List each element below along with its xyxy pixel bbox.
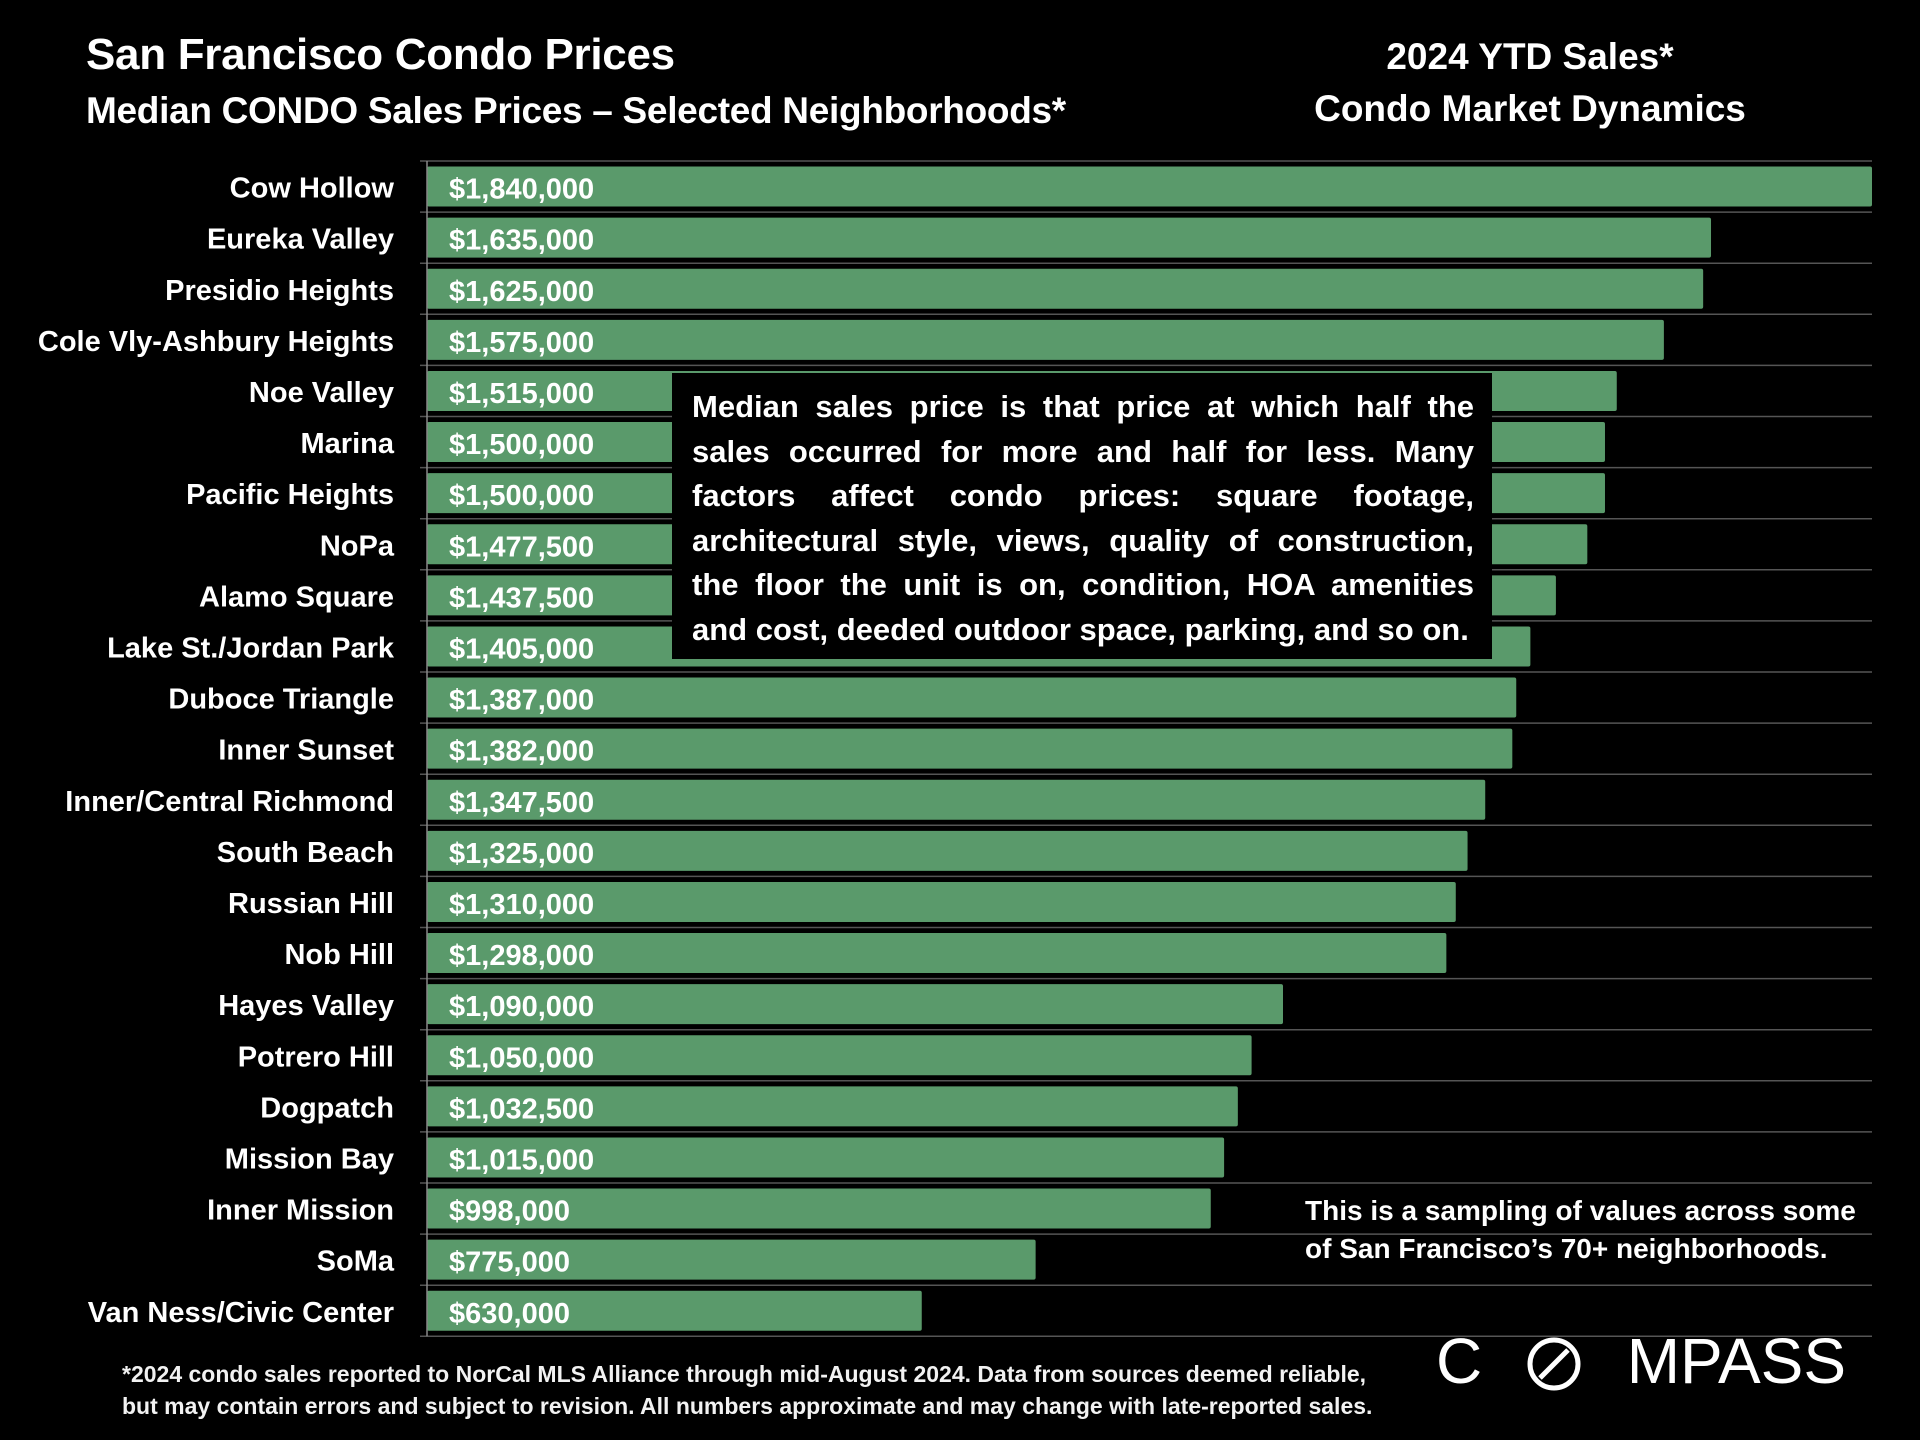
data-label: $1,437,500 [449, 582, 594, 614]
bar [427, 677, 1517, 718]
data-label: $1,090,000 [449, 991, 594, 1023]
footnote: *2024 condo sales reported to NorCal MLS… [122, 1358, 1412, 1422]
category-label: Potrero Hill [238, 1041, 394, 1073]
median-explanation-box: Median sales price is that price at whic… [672, 373, 1492, 659]
data-label: $1,575,000 [449, 327, 594, 359]
category-label: Pacific Heights [186, 479, 394, 511]
footnote-line-2: but may contain errors and subject to re… [122, 1393, 1373, 1419]
data-label: $1,635,000 [449, 225, 594, 257]
compass-logo: C MPASS [1436, 1325, 1846, 1397]
bar [427, 881, 1456, 922]
bar [427, 728, 1513, 769]
category-label: Cole Vly-Ashbury Heights [38, 326, 394, 358]
data-label: $1,515,000 [449, 378, 594, 410]
category-label: Eureka Valley [207, 224, 394, 256]
bar [427, 1137, 1225, 1178]
category-label: Marina [301, 428, 395, 460]
bar [427, 1290, 922, 1331]
data-label: $1,325,000 [449, 838, 594, 870]
data-label: $1,625,000 [449, 276, 594, 308]
data-label: $630,000 [449, 1298, 570, 1330]
data-label: $1,387,000 [449, 685, 594, 717]
category-label: Presidio Heights [165, 275, 394, 307]
chart-title: San Francisco Condo Prices [86, 30, 675, 79]
bar [427, 268, 1704, 309]
data-label: $1,382,000 [449, 736, 594, 768]
logo-letter-c: C [1436, 1325, 1483, 1397]
category-label: Nob Hill [284, 939, 394, 971]
bar [427, 933, 1447, 974]
compass-o-icon [1526, 1333, 1582, 1391]
category-label: Inner Mission [207, 1195, 394, 1227]
bar [427, 1035, 1252, 1076]
data-label: $1,840,000 [449, 174, 594, 206]
data-label: $1,477,500 [449, 531, 594, 563]
category-label: SoMa [317, 1246, 395, 1278]
sampling-note: This is a sampling of values across some… [1305, 1195, 1856, 1264]
category-label: Inner/Central Richmond [65, 786, 394, 818]
data-label: $1,015,000 [449, 1144, 594, 1176]
data-label: $1,500,000 [449, 429, 594, 461]
data-label: $1,050,000 [449, 1042, 594, 1074]
category-label: Alamo Square [199, 581, 394, 613]
bar [427, 319, 1664, 360]
bar [427, 217, 1712, 258]
category-label: Duboce Triangle [168, 684, 394, 716]
ytd-heading: 2024 YTD Sales* [1386, 36, 1674, 77]
category-label: Inner Sunset [218, 735, 394, 767]
bar [427, 1239, 1036, 1280]
market-dynamics-heading: Condo Market Dynamics [1314, 88, 1746, 129]
bar [427, 984, 1284, 1025]
bar [427, 166, 1872, 207]
chart-subtitle: Median CONDO Sales Prices – Selected Nei… [86, 90, 1066, 131]
footnote-line-1: *2024 condo sales reported to NorCal MLS… [122, 1361, 1367, 1387]
data-label: $1,032,500 [449, 1093, 594, 1125]
logo-letters-mpass: MPASS [1626, 1325, 1846, 1397]
data-label: $998,000 [449, 1196, 570, 1228]
category-label: Hayes Valley [218, 990, 394, 1022]
data-label: $1,347,500 [449, 787, 594, 819]
category-label: Lake St./Jordan Park [107, 632, 395, 664]
category-label: Dogpatch [260, 1092, 394, 1124]
bar [427, 1188, 1211, 1229]
category-label: Mission Bay [225, 1143, 394, 1175]
bar [427, 779, 1486, 820]
category-label: Cow Hollow [230, 173, 395, 205]
category-label: Russian Hill [228, 888, 394, 920]
category-label: Van Ness/Civic Center [88, 1297, 394, 1329]
category-label: NoPa [320, 530, 395, 562]
category-label: South Beach [217, 837, 394, 869]
data-label: $1,298,000 [449, 940, 594, 972]
data-label: $1,500,000 [449, 480, 594, 512]
data-label: $1,310,000 [449, 889, 594, 921]
bar [427, 830, 1468, 871]
bar [427, 1086, 1238, 1127]
data-label: $1,405,000 [449, 633, 594, 665]
category-label: Noe Valley [249, 377, 394, 409]
data-label: $775,000 [449, 1247, 570, 1279]
